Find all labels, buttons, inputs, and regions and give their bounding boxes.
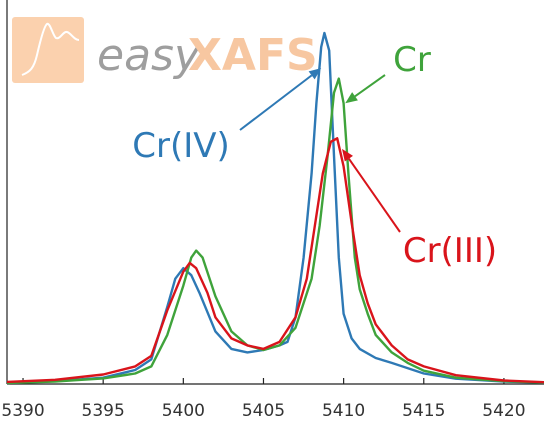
annotation-label: Cr(III): [403, 231, 497, 271]
x-tick-label: 5420: [482, 401, 525, 421]
logo-word-xafs: XAFS: [188, 30, 318, 81]
annotation-arrow-line: [348, 158, 401, 233]
annotation-label: Cr(IV): [132, 126, 230, 166]
series-annotations: Cr(IV) Cr Cr(III): [132, 40, 497, 271]
x-tick-label: 5405: [242, 401, 285, 421]
annotation-arrow-line: [354, 74, 386, 98]
x-tick-label: 5415: [402, 401, 445, 421]
annotation-label: Cr: [393, 40, 431, 80]
logo-badge: [12, 17, 84, 83]
x-tick-label: 5410: [322, 401, 365, 421]
series-line: [6, 31, 544, 385]
annotation-arrow-line: [239, 74, 313, 131]
series-line: [6, 137, 544, 384]
logo-word-easy: easy: [97, 30, 201, 81]
x-axis-ticks: 5390 5395 5400 5405 5410 5415 5420: [1, 378, 526, 421]
annotation-arrow-head: [308, 68, 322, 80]
annotation-arrow-head: [342, 148, 353, 162]
logo-spectrum-icon: [21, 22, 80, 76]
series-lines: [6, 31, 544, 385]
x-tick-label: 5395: [82, 401, 125, 421]
series-line: [6, 77, 544, 385]
easyxafs-logo: easy XAFS: [12, 17, 318, 83]
x-tick-label: 5390: [1, 401, 44, 421]
annotation-arrow-head: [345, 92, 358, 104]
plot-frame: [6, 0, 544, 385]
x-tick-label: 5400: [162, 401, 205, 421]
